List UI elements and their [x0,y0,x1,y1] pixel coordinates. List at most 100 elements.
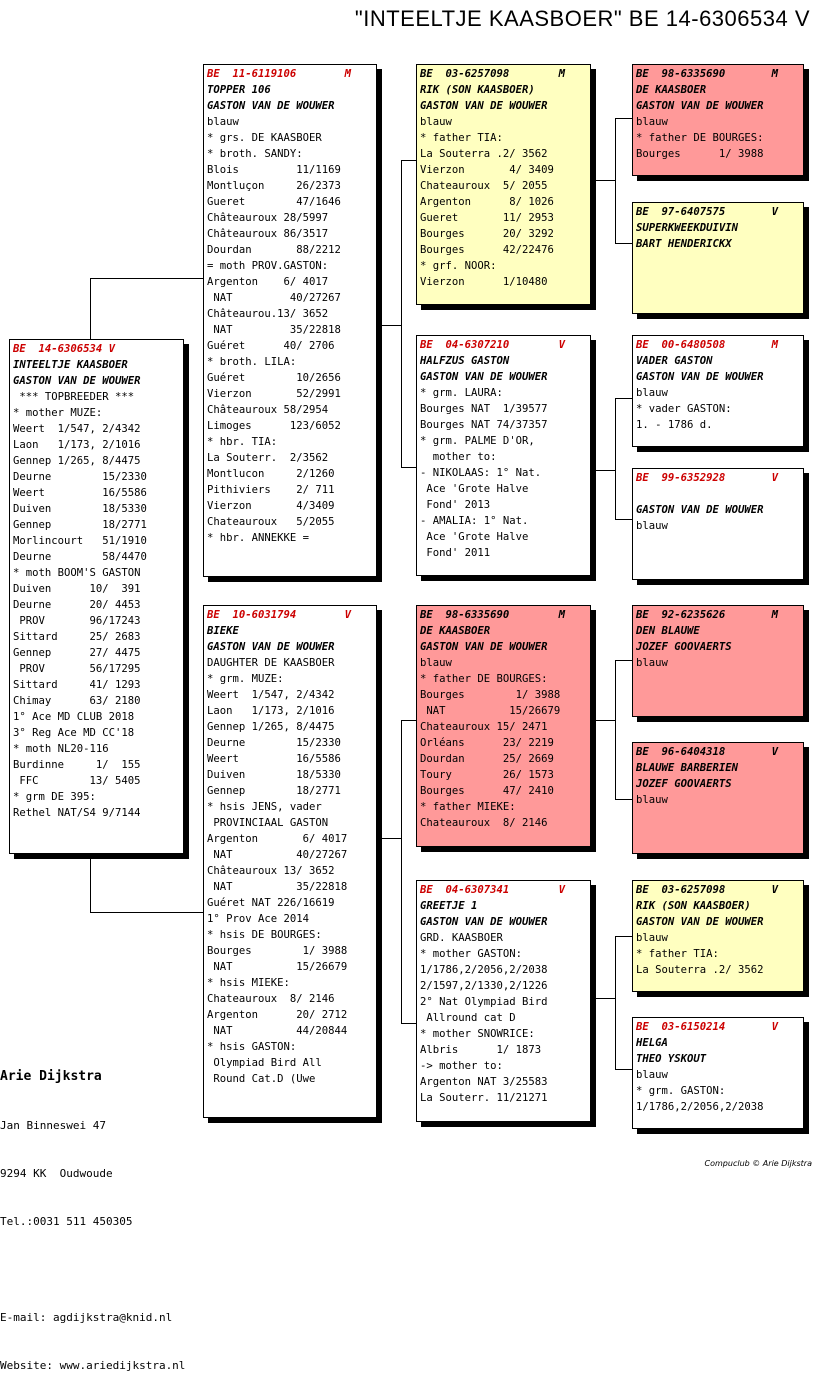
connector-line [615,398,616,520]
breeder-name: GASTON VAN DE WOUWER [636,916,764,928]
performance-line: 1/1786,2/2056,2/2038 [636,1101,764,1113]
performance-line: Châteauroux 13/ 3652 [207,865,335,877]
sex-marker: V [771,472,778,484]
performance-line: blauw [636,794,668,806]
ring-number-text: BE 98-6335690 [420,609,510,621]
performance-line: blauw [636,657,668,669]
pigeon-card-father: BE 11-6119106 M TOPPER 106 GASTON VAN DE WO… [203,64,377,577]
sex-marker: V [771,746,778,758]
breeder-name: GASTON VAN DE WOUWER [420,100,548,112]
ring-number-text: BE 96-6404318 [636,746,726,758]
owner-email[interactable]: E-mail: agdijkstra@knid.nl [0,1311,173,1324]
performance-line: Argenton 8/ 1026 [420,196,554,208]
ring-number-text: BE 98-6335690 [636,68,726,80]
pigeon-card-subject: BE 14-6306534 V INTEELTJE KAASBOER GASTON … [9,339,184,854]
performance-line: Weert 16/5586 [13,487,147,499]
performance-line: *** TOPBREEDER *** [13,391,135,403]
connector-line [401,467,417,468]
performance-line: Fond' 2013 [420,499,491,511]
performance-line: Gueret 47/1646 [207,196,341,208]
performance-line: NAT 40/27267 [207,849,348,861]
owner-name: Arie Dijkstra [0,1069,102,1084]
sex-marker: M [771,68,778,80]
performance-line: * father TIA: [636,948,719,960]
connector-line [615,799,632,800]
pigeon-name: TOPPER 106 [207,84,271,96]
performance-line: * grs. DE KAASBOER [207,132,322,144]
performance-line: 2° Nat Olympiad Bird [420,996,548,1008]
performance-line: blauw [420,657,452,669]
sex-marker: M [771,609,778,621]
owner-website[interactable]: Website: www.ariedijkstra.nl [0,1359,186,1372]
performance-line: NAT 40/27267 [207,292,341,304]
performance-line: La Souterra .2/ 3562 [636,964,764,976]
sex-marker: M [771,339,778,351]
performance-line: - NIKOLAAS: 1° Nat. [420,467,542,479]
breeder-name: BART HENDERICKX [636,238,732,250]
breeder-name: JOZEF GOOVAERTS [636,778,732,790]
performance-line: Argenton 6/ 4017 [207,276,329,288]
performance-line: Rethel NAT/S4 9/7144 [13,807,141,819]
pigeon-card-mff: BE 92-6235626 M DEN BLAUWE JOZEF GOOVAERTS b… [632,605,804,717]
performance-line: Châteaurou.13/ 3652 [207,308,329,320]
copyright-note: Compuclub © Arie Dijkstra [704,1159,812,1168]
performance-line: PROV 56/17295 [13,663,141,675]
performance-line: = moth PROV.GASTON: [207,260,329,272]
performance-line: GRD. KAASBOER [420,932,503,944]
pigeon-name: HALFZUS GASTON [420,355,510,367]
performance-line: Weert 1/547, 2/4342 [207,689,335,701]
connector-line [90,856,91,912]
performance-line: Duiven 18/5330 [207,769,341,781]
performance-line: La Souterra .2/ 3562 [420,148,548,160]
connector-line [90,278,204,279]
performance-line: * broth. SANDY: [207,148,303,160]
performance-line: NAT 15/26679 [207,961,348,973]
pigeon-card-mother-mother: BE 04-6307341 V GREETJE 1 GASTON VAN DE WOU… [416,880,591,1122]
connector-line [596,470,616,471]
performance-line: Round Cat.D (Uwe [207,1073,316,1085]
ring-number: BE 11-6119106 M [207,66,373,82]
performance-line: Dourdan 88/2212 [207,244,341,256]
performance-line: Deurne 15/2330 [13,471,147,483]
connector-line [615,118,616,244]
performance-line: Montlucon 2/1260 [207,468,335,480]
performance-line: DAUGHTER DE KAASBOER [207,657,335,669]
connector-line [615,936,632,937]
performance-line: 1/1786,2/2056,2/2038 [420,964,548,976]
performance-line: La Souterr. 11/21271 [420,1092,548,1104]
pigeon-name: RIK (SON KAASBOER) [636,900,751,912]
pigeon-card-father-father: BE 03-6257098 M RIK (SON KAASBOER) GASTON V… [416,64,591,305]
performance-line: blauw [207,116,239,128]
ring-number: BE 96-6404318 V [636,744,800,760]
performance-line: Châteauroux 58/2954 [207,404,329,416]
performance-line: 1° Ace MD CLUB 2018 [13,711,135,723]
ring-number: BE 92-6235626 M [636,607,800,623]
pigeon-name: DE KAASBOER [636,84,707,96]
performance-line: Gennep 18/2771 [13,519,147,531]
performance-line: blauw [636,387,668,399]
breeder-name: GASTON VAN DE WOUWER [420,916,548,928]
breeder-name: GASTON VAN DE WOUWER [13,375,141,387]
performance-line: Châteauroux 28/5997 [207,212,329,224]
ring-number: BE 98-6335690 M [420,607,587,623]
performance-line: * grm. LAURA: [420,387,503,399]
performance-line: Bourges 20/ 3292 [420,228,554,240]
performance-line: * father DE BOURGES: [420,673,548,685]
pigeon-card-ffm: BE 97-6407575 V SUPERKWEEKDUIVIN BART HENDE… [632,202,804,314]
connector-line [401,160,417,161]
performance-line: Toury 26/ 1573 [420,769,554,781]
sex-marker: V [558,339,565,351]
performance-line: Guéret 40/ 2706 [207,340,335,352]
performance-line: blauw [636,116,668,128]
performance-line: Olympiad Bird All [207,1057,322,1069]
performance-line: 1° Prov Ace 2014 [207,913,310,925]
sex-marker: V [558,884,565,896]
pigeon-name: DE KAASBOER [420,625,491,637]
performance-line: NAT 15/26679 [420,705,561,717]
performance-line: * hbr. TIA: [207,436,278,448]
sex-marker: M [558,609,565,621]
performance-line: Deurne 15/2330 [207,737,341,749]
performance-line: * mother SNOWRICE: [420,1028,535,1040]
breeder-name: GASTON VAN DE WOUWER [207,100,335,112]
ring-number-text: BE 10-6031794 [207,609,297,621]
